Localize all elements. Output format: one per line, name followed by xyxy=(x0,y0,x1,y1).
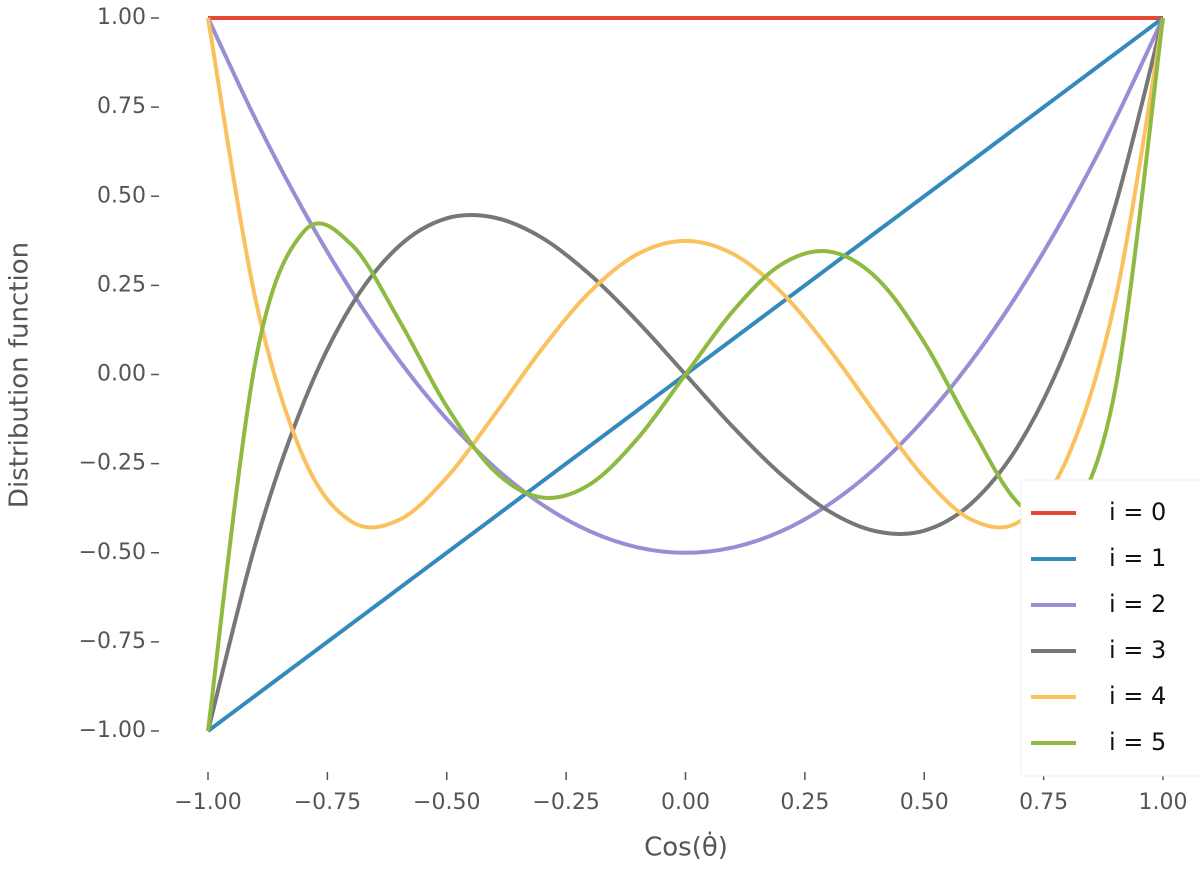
x-tick-label: 0.50 xyxy=(900,790,949,815)
y-tick-label: 0.75 xyxy=(97,94,146,119)
x-tick-label: −0.50 xyxy=(413,790,480,815)
series-line xyxy=(206,17,1165,555)
y-tick-label: 0.00 xyxy=(97,362,146,387)
y-tick-label: −0.25 xyxy=(79,451,146,476)
y-tick-label: 1.00 xyxy=(97,5,146,30)
legend-label: i = 4 xyxy=(1109,682,1166,710)
y-tick-label: −1.00 xyxy=(79,718,146,743)
legend-label: i = 1 xyxy=(1109,544,1166,572)
y-tick-label: 0.25 xyxy=(97,272,146,297)
series-line xyxy=(206,17,1165,530)
y-tick-label: −0.50 xyxy=(79,540,146,565)
x-tick-label: −0.75 xyxy=(294,790,361,815)
legend-label: i = 2 xyxy=(1109,590,1166,618)
legend: i = 0 i = 1 i = 2 i = 3 i = 4 i = 5 xyxy=(1020,479,1200,777)
x-axis-label: Cos(θ̇) xyxy=(644,830,728,863)
legend-box xyxy=(1020,479,1200,777)
x-tick-label: 1.00 xyxy=(1139,790,1188,815)
y-tick-label: 0.50 xyxy=(97,183,146,208)
y-tick-label: −0.75 xyxy=(79,629,146,654)
legend-label: i = 3 xyxy=(1109,636,1166,664)
x-tick-label: 0.75 xyxy=(1019,790,1068,815)
x-tick-label: 0.25 xyxy=(780,790,829,815)
legend-label: i = 5 xyxy=(1109,728,1166,756)
y-axis-label: Distribution function xyxy=(5,242,35,508)
x-tick-label: 0.00 xyxy=(661,790,710,815)
legend-label: i = 0 xyxy=(1109,498,1166,526)
x-tick-label: −0.25 xyxy=(532,790,599,815)
x-tick-label: −1.00 xyxy=(174,790,241,815)
